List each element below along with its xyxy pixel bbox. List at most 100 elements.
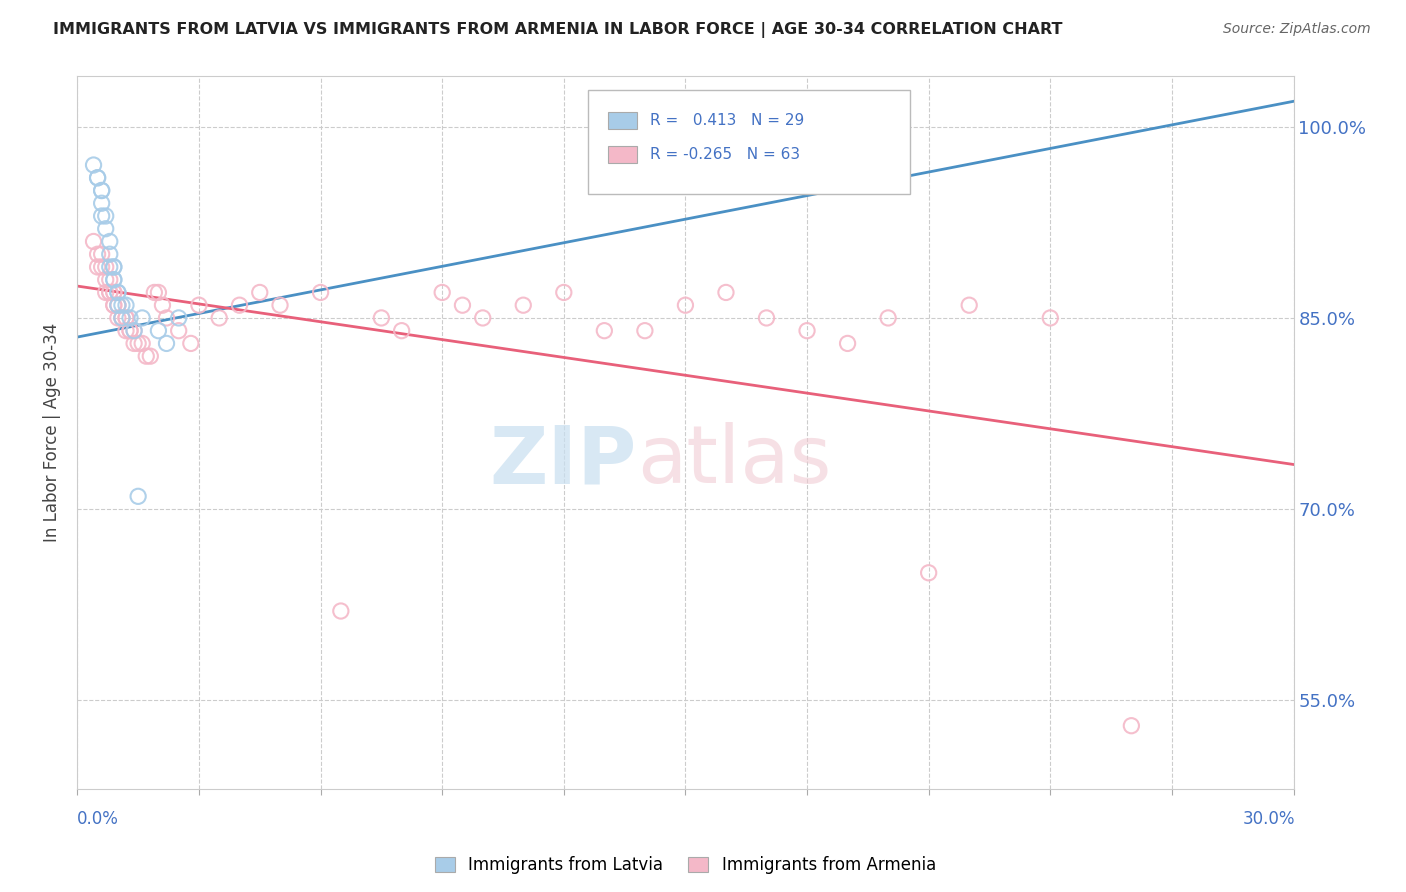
Point: [918, 566, 941, 580]
Point: [152, 298, 174, 312]
Legend: Immigrants from Latvia, Immigrants from Armenia: Immigrants from Latvia, Immigrants from …: [429, 850, 942, 881]
Point: [90, 209, 112, 223]
Point: [148, 285, 170, 300]
Text: 0.0%: 0.0%: [77, 810, 120, 828]
Point: [131, 310, 153, 325]
Point: [90, 247, 112, 261]
Point: [98, 247, 121, 261]
Point: [118, 310, 141, 325]
Point: [90, 184, 112, 198]
Point: [94, 273, 117, 287]
Point: [269, 298, 291, 312]
Point: [103, 285, 125, 300]
Point: [103, 260, 125, 274]
Point: [837, 336, 859, 351]
Point: [370, 310, 392, 325]
Point: [111, 310, 134, 325]
Point: [131, 336, 153, 351]
Point: [796, 324, 818, 338]
Point: [122, 324, 145, 338]
Point: [188, 298, 211, 312]
Point: [309, 285, 332, 300]
Text: IMMIGRANTS FROM LATVIA VS IMMIGRANTS FROM ARMENIA IN LABOR FORCE | AGE 30-34 COR: IMMIGRANTS FROM LATVIA VS IMMIGRANTS FRO…: [53, 22, 1063, 38]
Point: [107, 298, 129, 312]
Text: ZIP: ZIP: [489, 422, 637, 500]
Point: [115, 310, 138, 325]
Point: [512, 298, 534, 312]
Text: R = -0.265   N = 63: R = -0.265 N = 63: [650, 147, 800, 161]
Point: [451, 298, 474, 312]
Point: [957, 298, 980, 312]
Point: [432, 285, 454, 300]
Point: [118, 324, 141, 338]
Point: [155, 310, 177, 325]
Point: [148, 324, 170, 338]
Point: [167, 324, 190, 338]
Point: [1039, 310, 1062, 325]
Point: [107, 298, 129, 312]
Point: [94, 221, 117, 235]
Point: [208, 310, 231, 325]
Point: [90, 196, 112, 211]
Point: [111, 310, 134, 325]
Point: [122, 336, 145, 351]
Point: [755, 310, 778, 325]
Point: [103, 298, 125, 312]
Point: [127, 336, 149, 351]
Point: [115, 324, 138, 338]
Point: [107, 298, 129, 312]
Point: [86, 247, 108, 261]
Point: [103, 260, 125, 274]
Point: [103, 298, 125, 312]
Point: [115, 298, 138, 312]
Point: [86, 260, 108, 274]
Point: [167, 310, 190, 325]
Point: [593, 324, 616, 338]
Point: [634, 324, 657, 338]
Point: [90, 184, 112, 198]
Point: [98, 273, 121, 287]
Text: Source: ZipAtlas.com: Source: ZipAtlas.com: [1223, 22, 1371, 37]
Y-axis label: In Labor Force | Age 30-34: In Labor Force | Age 30-34: [44, 323, 62, 542]
Text: 30.0%: 30.0%: [1243, 810, 1295, 828]
Point: [471, 310, 494, 325]
Point: [98, 285, 121, 300]
Point: [111, 310, 134, 325]
FancyBboxPatch shape: [607, 112, 637, 129]
Point: [94, 209, 117, 223]
Point: [127, 489, 149, 503]
Point: [329, 604, 352, 618]
FancyBboxPatch shape: [607, 145, 637, 163]
Point: [86, 170, 108, 185]
Point: [155, 336, 177, 351]
Point: [83, 158, 105, 172]
Point: [86, 170, 108, 185]
Point: [107, 285, 129, 300]
Point: [98, 260, 121, 274]
Point: [714, 285, 737, 300]
Point: [111, 298, 134, 312]
Point: [122, 324, 145, 338]
Point: [115, 310, 138, 325]
Text: R =   0.413   N = 29: R = 0.413 N = 29: [650, 113, 804, 128]
Point: [107, 310, 129, 325]
Point: [249, 285, 271, 300]
Point: [94, 285, 117, 300]
Point: [98, 285, 121, 300]
Point: [1121, 719, 1143, 733]
Point: [139, 349, 162, 363]
Point: [90, 260, 112, 274]
Point: [135, 349, 157, 363]
Point: [94, 260, 117, 274]
Point: [118, 324, 141, 338]
Point: [228, 298, 250, 312]
Text: atlas: atlas: [637, 422, 831, 500]
FancyBboxPatch shape: [588, 90, 911, 194]
Point: [675, 298, 697, 312]
Point: [103, 273, 125, 287]
Point: [553, 285, 575, 300]
Point: [391, 324, 413, 338]
Point: [877, 310, 900, 325]
Point: [180, 336, 202, 351]
Point: [83, 235, 105, 249]
